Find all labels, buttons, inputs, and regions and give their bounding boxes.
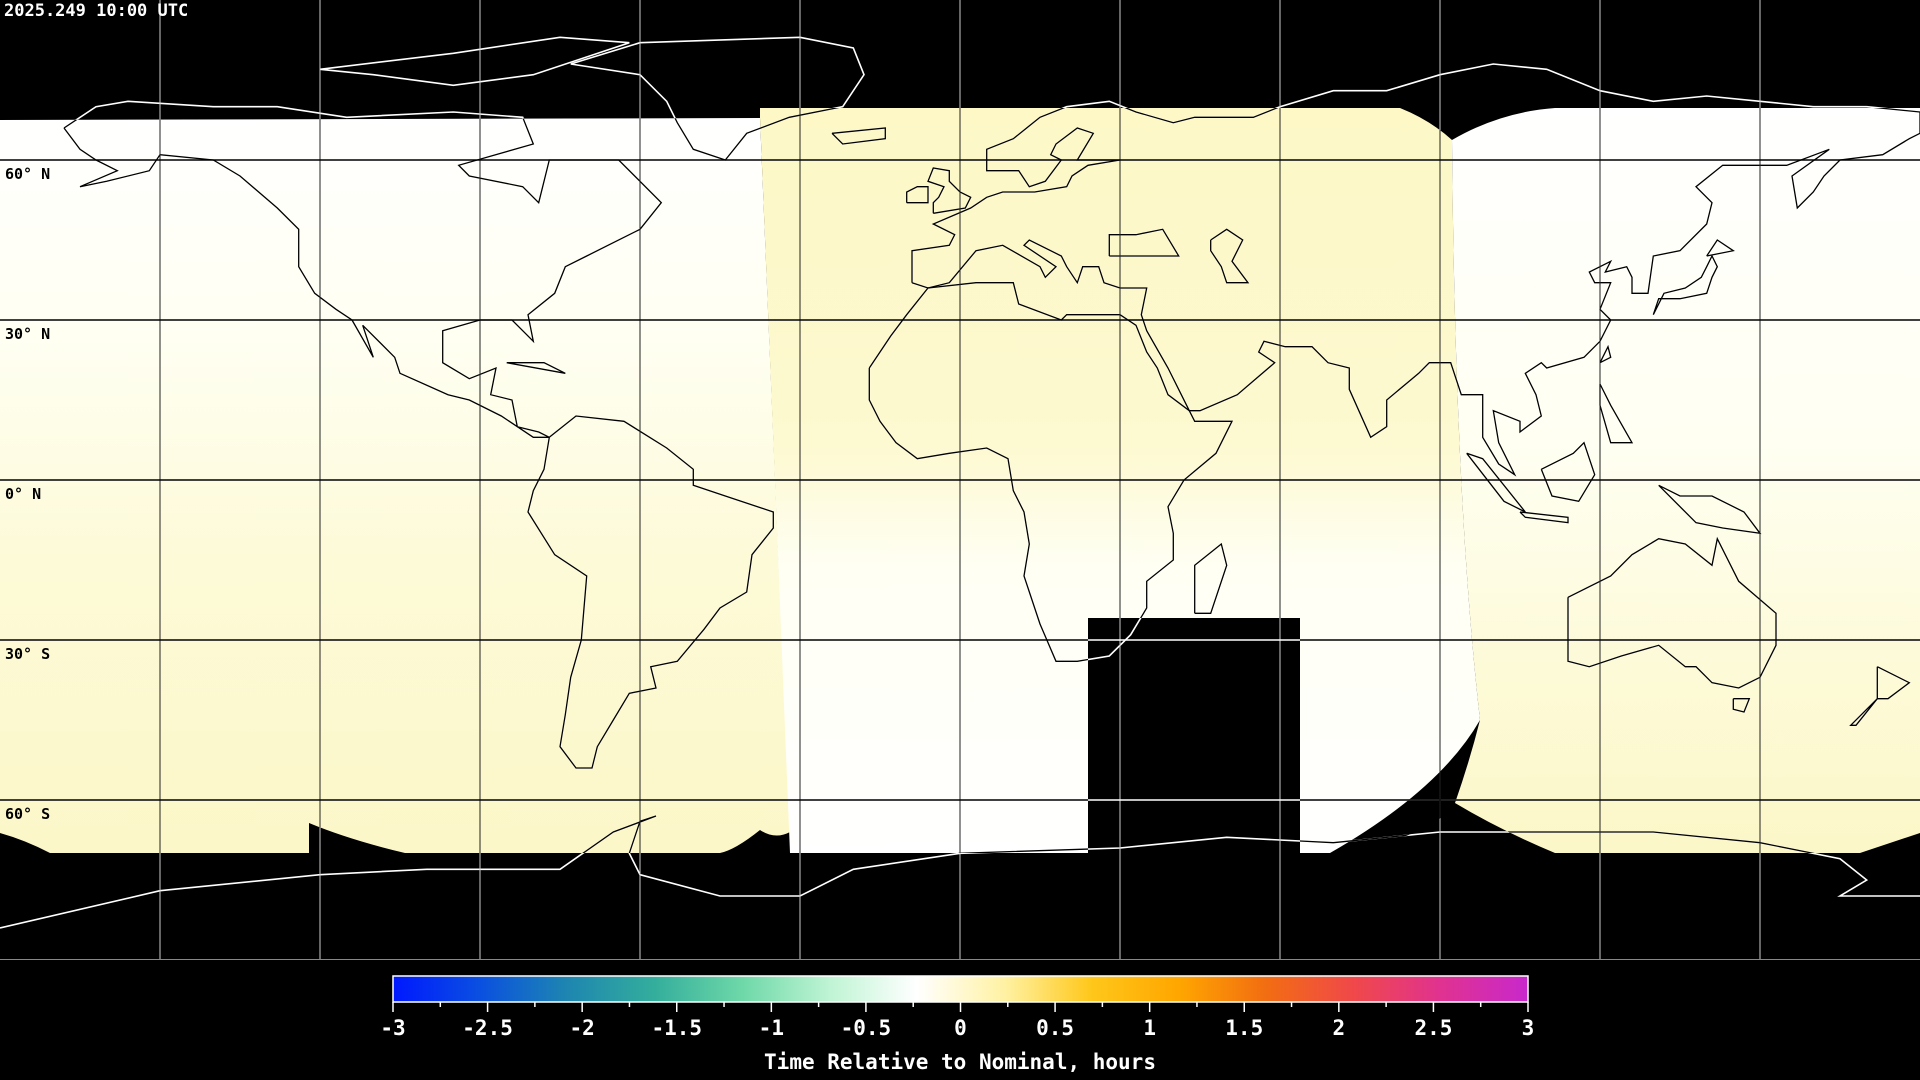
- coastline: [831, 127, 886, 145]
- latitude-label: 30° N: [5, 325, 50, 343]
- latitude-label: 60° N: [5, 165, 50, 183]
- coastline: [1108, 228, 1180, 257]
- graticule: [159, 108, 1761, 853]
- colorbar-tick-label: 2: [1333, 1016, 1346, 1040]
- colorbar-tick-label: -3: [380, 1016, 405, 1040]
- coastline: [1194, 542, 1228, 614]
- colorbar-tick-label: 3: [1522, 1016, 1535, 1040]
- coastline: [1652, 254, 1719, 315]
- coastline: [319, 36, 630, 87]
- coastline: [570, 108, 865, 161]
- coastline: [911, 108, 1920, 477]
- colorbar-tick-label: 0: [954, 1016, 967, 1040]
- colorbar-tick-label: 1.5: [1225, 1016, 1263, 1040]
- coastline: [927, 167, 972, 214]
- latitude-label: 30° S: [5, 645, 50, 663]
- coastline: [1732, 698, 1751, 713]
- coastline: [906, 186, 929, 204]
- colorbar-tick-label: 2.5: [1414, 1016, 1452, 1040]
- colorbar-tick-label: -2: [570, 1016, 595, 1040]
- latitude-label: 0° N: [5, 485, 41, 503]
- colorbar-tick-label: -1: [759, 1016, 784, 1040]
- colorbar-gradient: [392, 975, 1529, 1003]
- coastline: [1599, 344, 1612, 364]
- timestamp: 2025.249 10:00 UTC: [4, 1, 188, 21]
- colorbar-title: Time Relative to Nominal, hours: [764, 1050, 1156, 1074]
- latitude-label: 60° S: [5, 805, 50, 823]
- colorbar-tick-label: -0.5: [841, 1016, 892, 1040]
- coastline: [527, 415, 774, 769]
- colorbar-tick-label: -2.5: [462, 1016, 513, 1040]
- coastline: [1706, 239, 1735, 257]
- colorbar-ticks: -3 -2.5 -2 -1.5 -1 -0.5 0 0.5 1 1.5 2 2.5 3: [380, 1002, 1534, 1040]
- coastline: [63, 108, 663, 438]
- colorbar-tick-label: 0.5: [1036, 1016, 1074, 1040]
- latitude-labels: 60° N 30° N 0° N 30° S 60° S: [5, 165, 50, 823]
- colorbar: -3 -2.5 -2 -1.5 -1 -0.5 0 0.5 1 1.5 2 2.5 3 Time Rel…: [380, 975, 1534, 1074]
- colorbar-tick-label: -1.5: [651, 1016, 702, 1040]
- coastline: [1567, 536, 1777, 689]
- coastline: [1519, 511, 1569, 524]
- coastline: [506, 362, 566, 374]
- data-overlay: [63, 108, 1920, 853]
- coastline: [1849, 666, 1911, 726]
- coastline: [1540, 441, 1596, 503]
- coastline: [868, 282, 1234, 662]
- western-satellite-region: [0, 118, 790, 853]
- coastline: [1658, 484, 1762, 535]
- coastline: [1210, 228, 1250, 284]
- colorbar-tick-label: 1: [1143, 1016, 1156, 1040]
